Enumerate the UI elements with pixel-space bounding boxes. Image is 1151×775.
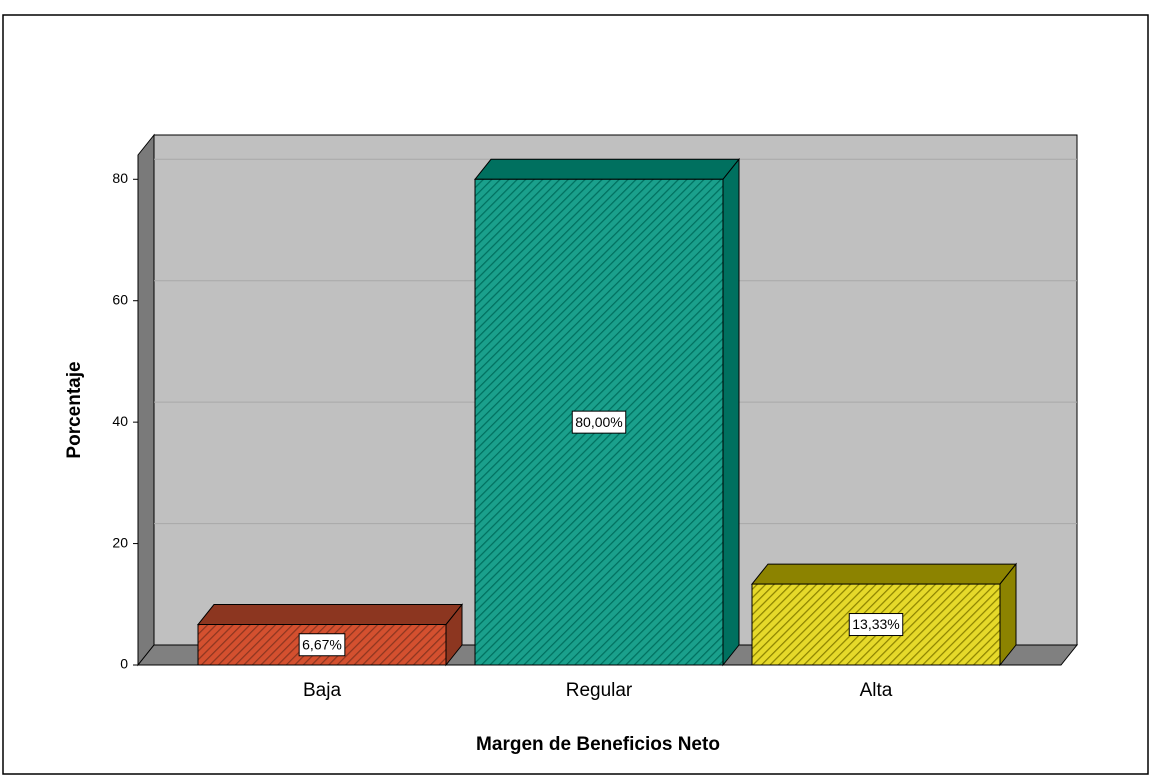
bar-top — [473, 158, 741, 180]
y-tick-label: 80 — [112, 170, 128, 186]
value-label: 80,00% — [575, 414, 622, 430]
y-tick-label: 40 — [112, 413, 128, 429]
bar-top — [196, 604, 464, 626]
x-tick-label: Baja — [303, 680, 341, 701]
value-label-box — [571, 410, 627, 434]
x-axis-title: Margen de Beneficios Neto — [476, 734, 720, 755]
y-tick-label: 60 — [112, 291, 128, 307]
value-label: 6,67% — [302, 636, 342, 652]
y-tick-label: 20 — [112, 534, 128, 550]
value-label: 13,33% — [852, 616, 899, 632]
left-wall — [137, 133, 155, 667]
bar-side — [722, 157, 740, 667]
bar-top — [750, 563, 1018, 585]
x-tick-label: Regular — [566, 680, 633, 701]
y-axis-title: Porcentaje — [64, 361, 85, 458]
y-tick-label: 0 — [120, 656, 128, 672]
x-tick-label: Alta — [860, 680, 893, 701]
value-label-box — [298, 633, 346, 657]
value-label-box — [848, 613, 904, 637]
